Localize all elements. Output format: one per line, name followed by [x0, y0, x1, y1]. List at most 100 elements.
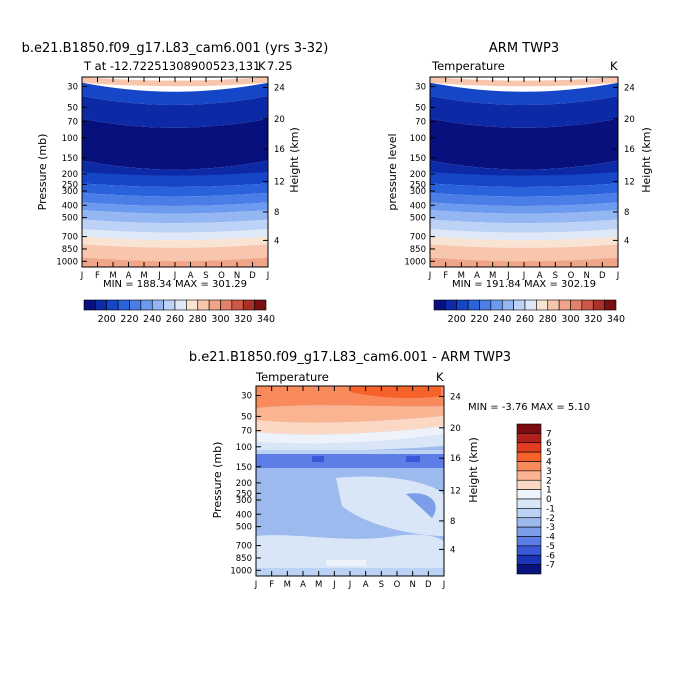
contour-band — [82, 183, 268, 197]
colorbar-swatch — [467, 299, 480, 311]
colorbar-label: 7 — [546, 429, 552, 439]
pressure-tick-label: 700 — [236, 542, 252, 552]
colorbar-swatch — [516, 451, 542, 462]
panel-obs-ylabel-right: Height (km) — [640, 127, 653, 193]
height-tick-label: 4 — [274, 236, 279, 246]
colorbar-swatch — [516, 554, 542, 565]
colorbar-swatch — [558, 299, 571, 311]
colorbar-label: 260 — [516, 314, 534, 325]
contour-band — [82, 244, 268, 262]
contour-band — [430, 236, 618, 248]
colorbar-swatch — [163, 299, 176, 311]
pressure-tick-label: 30 — [415, 83, 426, 93]
colorbar-swatch — [479, 299, 492, 311]
contour-band — [406, 456, 420, 462]
month-tick-label: M — [489, 271, 496, 281]
month-tick-label: J — [616, 271, 620, 281]
month-tick-label: J — [506, 271, 510, 281]
pressure-tick-label: 700 — [62, 233, 78, 243]
colorbar-label: 5 — [546, 448, 552, 458]
pressure-tick-label: 300 — [236, 496, 252, 506]
contour-band — [82, 82, 268, 105]
height-tick-label: 16 — [450, 454, 461, 464]
pressure-tick-label: 150 — [62, 154, 78, 164]
pressure-tick-label: 250 — [236, 489, 252, 499]
contour-band — [82, 236, 268, 248]
colorbar-swatch — [208, 299, 221, 311]
panel-diff: b.e21.B1850.f09_g17.L83_cam6.001 - ARM T… — [189, 350, 590, 590]
pressure-tick-label: 500 — [410, 214, 426, 224]
month-tick-label: M — [140, 271, 147, 281]
contour-band — [430, 192, 618, 206]
panel-diff-ylabel-right: Height (km) — [467, 437, 480, 503]
month-tick-label: J — [348, 580, 352, 590]
contour-band — [430, 244, 618, 262]
panel-diff-stats: MIN = -3.76 MAX = 5.10 — [468, 402, 590, 413]
colorbar-label: 220 — [120, 314, 138, 325]
pressure-tick-label: 500 — [62, 214, 78, 224]
colorbar-label: -3 — [546, 523, 555, 533]
contour-band — [82, 219, 268, 233]
colorbar-label: 300 — [211, 314, 229, 325]
colorbar-swatch — [516, 479, 542, 490]
colorbar-label: 200 — [448, 314, 466, 325]
pressure-tick-label: 70 — [241, 427, 252, 437]
contour-band — [256, 454, 444, 468]
contour-band — [82, 202, 268, 214]
pressure-tick-label: 70 — [67, 118, 78, 128]
colorbar-swatch — [516, 470, 542, 481]
colorbar-swatch — [592, 299, 605, 311]
contour-band — [351, 386, 441, 399]
colorbar-label: -5 — [546, 542, 555, 552]
month-tick-label: F — [269, 580, 274, 590]
pressure-tick-label: 850 — [62, 245, 78, 255]
pressure-tick-label: 850 — [236, 554, 252, 564]
colorbar-swatch — [197, 299, 210, 311]
colorbar-swatch — [95, 299, 108, 311]
month-tick-label: J — [522, 271, 526, 281]
colorbar-swatch — [516, 517, 542, 528]
contour-band — [256, 405, 444, 423]
panel-obs-units: K — [610, 59, 618, 73]
height-tick-label: 12 — [274, 178, 285, 188]
panel-model-title: b.e21.B1850.f09_g17.L83_cam6.001 (yrs 3-… — [22, 41, 329, 56]
month-tick-label: O — [218, 271, 225, 281]
month-tick-label: J — [332, 580, 336, 590]
pressure-tick-label: 150 — [236, 463, 252, 473]
colorbar-label: -6 — [546, 551, 555, 561]
colorbar-label: 340 — [607, 314, 625, 325]
pressure-tick-label: 500 — [236, 523, 252, 533]
month-tick-label: F — [95, 271, 100, 281]
panel-obs-colorbar: 200 220 240 260 280 300 320 340 — [433, 299, 625, 325]
colorbar-swatch — [490, 299, 503, 311]
colorbar-label: -1 — [546, 504, 555, 514]
contour-band — [82, 96, 268, 128]
month-tick-label: J — [254, 580, 258, 590]
pressure-tick-label: 50 — [67, 103, 78, 113]
contour-band — [82, 118, 268, 170]
month-tick-label: S — [203, 271, 208, 281]
month-tick-label: A — [474, 271, 480, 281]
contour-band — [82, 210, 268, 224]
panel-model-plot — [82, 77, 268, 267]
colorbar-label: -2 — [546, 514, 555, 524]
pressure-tick-label: 1000 — [230, 566, 252, 576]
panel-model-subtitle-extra: 7.25 — [267, 59, 293, 73]
pressure-tick-label: 100 — [62, 134, 78, 144]
pressure-tick-label: 100 — [236, 443, 252, 453]
month-tick-label: D — [425, 580, 432, 590]
month-tick-label: J — [266, 271, 270, 281]
contour-band — [430, 219, 618, 233]
contour-band — [406, 493, 436, 518]
colorbar-label: 300 — [561, 314, 579, 325]
colorbar-swatch — [516, 545, 542, 556]
contour-band — [430, 229, 618, 241]
colorbar-swatch — [536, 299, 549, 311]
month-tick-label: D — [249, 271, 256, 281]
contour-band — [312, 456, 324, 462]
pressure-tick-label: 200 — [236, 479, 252, 489]
